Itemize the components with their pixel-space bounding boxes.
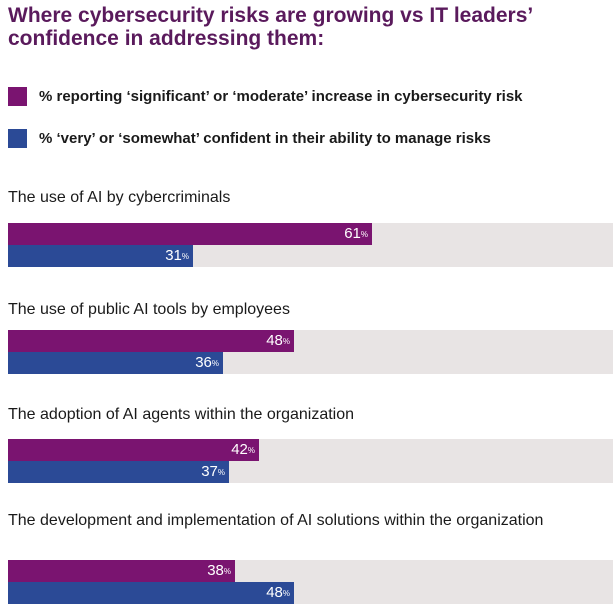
legend-item-2: % ‘very’ or ‘somewhat’ confident in thei… xyxy=(8,126,491,150)
data-label: 61% xyxy=(344,225,368,243)
bar-series-1: 42% xyxy=(8,439,259,461)
data-label-suffix: % xyxy=(247,446,255,455)
legend-swatch-1 xyxy=(8,86,27,106)
category-label: The use of public AI tools by employees xyxy=(8,301,290,318)
bar-series-1: 38% xyxy=(8,560,235,582)
chart-title: Where cybersecurity risks are growing vs… xyxy=(8,4,533,50)
category-label: The use of AI by cybercriminals xyxy=(8,189,231,206)
bar-track: 61% 31% xyxy=(8,223,613,267)
data-label-value: 42 xyxy=(231,441,248,458)
data-label-value: 61 xyxy=(344,225,361,242)
data-label: 42% xyxy=(231,441,255,459)
data-label-value: 48 xyxy=(266,332,283,349)
data-label-suffix: % xyxy=(217,468,225,477)
data-label-value: 48 xyxy=(266,584,283,601)
bar-series-2: 31% xyxy=(8,245,193,267)
data-label-suffix: % xyxy=(211,359,219,368)
bar-series-1: 48% xyxy=(8,330,294,352)
data-label-value: 38 xyxy=(207,562,224,579)
bar-series-2: 37% xyxy=(8,461,229,483)
legend-item-1: % reporting ‘significant’ or ‘moderate’ … xyxy=(8,84,523,108)
data-label: 48% xyxy=(266,584,290,602)
bar-series-2: 48% xyxy=(8,582,294,604)
legend-label-2: % ‘very’ or ‘somewhat’ confident in thei… xyxy=(39,129,491,147)
legend-label-1: % reporting ‘significant’ or ‘moderate’ … xyxy=(39,87,523,105)
data-label: 36% xyxy=(195,354,219,372)
data-label-suffix: % xyxy=(223,567,231,576)
bar-series-1: 61% xyxy=(8,223,372,245)
data-label-suffix: % xyxy=(282,337,290,346)
data-label: 48% xyxy=(266,332,290,350)
category-label: The adoption of AI agents within the org… xyxy=(8,406,355,423)
data-label: 31% xyxy=(165,247,189,265)
data-label-suffix: % xyxy=(181,252,189,261)
bar-track: 42% 37% xyxy=(8,439,613,483)
data-label-value: 37 xyxy=(201,463,218,480)
bar-series-2: 36% xyxy=(8,352,223,374)
data-label: 37% xyxy=(201,463,225,481)
bar-track: 48% 36% xyxy=(8,330,613,374)
bar-track: 38% 48% xyxy=(8,560,613,604)
category-label: The development and implementation of AI… xyxy=(8,512,544,529)
data-label: 38% xyxy=(207,562,231,580)
data-label-value: 31 xyxy=(165,247,182,264)
data-label-value: 36 xyxy=(195,354,212,371)
data-label-suffix: % xyxy=(360,230,368,239)
data-label-suffix: % xyxy=(282,589,290,598)
legend-swatch-2 xyxy=(8,128,27,148)
